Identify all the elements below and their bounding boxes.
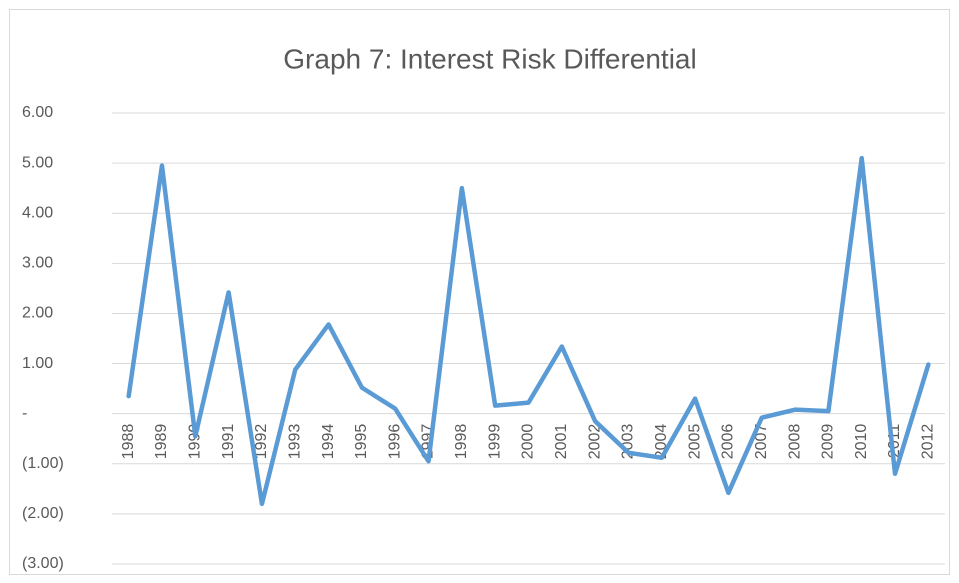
y-tick-label: (1.00) [22,455,64,472]
y-tick-label: (3.00) [22,555,64,572]
data-line [126,155,931,507]
x-tick-label: 1993 [286,424,303,460]
y-tick-label: 6.00 [22,104,53,121]
y-tick-label: 1.00 [22,355,53,372]
x-tick-label: 2005 [686,424,703,460]
x-tick-label: 1996 [386,424,403,460]
y-tick-label: 2.00 [22,305,53,322]
x-tick-label: 1989 [153,424,170,460]
y-tick-label: - [22,405,27,422]
y-tick-label: 3.00 [22,255,53,272]
y-tick-label: 5.00 [22,154,53,171]
y-tick-label: 4.00 [22,204,53,221]
x-tick-label: 2009 [820,424,837,460]
x-tick-label: 2008 [786,424,803,460]
x-tick-label: 2000 [520,424,537,460]
x-tick-label: 1994 [320,424,337,460]
chart-title: Graph 7: Interest Risk Differential [283,43,696,74]
x-tick-label: 2001 [553,424,570,460]
x-tick-label: 1992 [253,424,270,460]
x-tick-label: 1998 [453,424,470,460]
y-tick-label: (2.00) [22,505,64,522]
x-tick-label: 1999 [486,424,503,460]
x-tick-label: 1990 [187,424,204,460]
x-tick-label: 2006 [720,424,737,460]
x-tick-label: 1995 [353,424,370,460]
x-tick-label: 2012 [920,424,937,460]
x-tick-label: 1988 [120,424,137,460]
x-tick-label: 1991 [220,424,237,460]
x-tick-label: 2010 [853,424,870,460]
x-tick-label: 2002 [586,424,603,460]
